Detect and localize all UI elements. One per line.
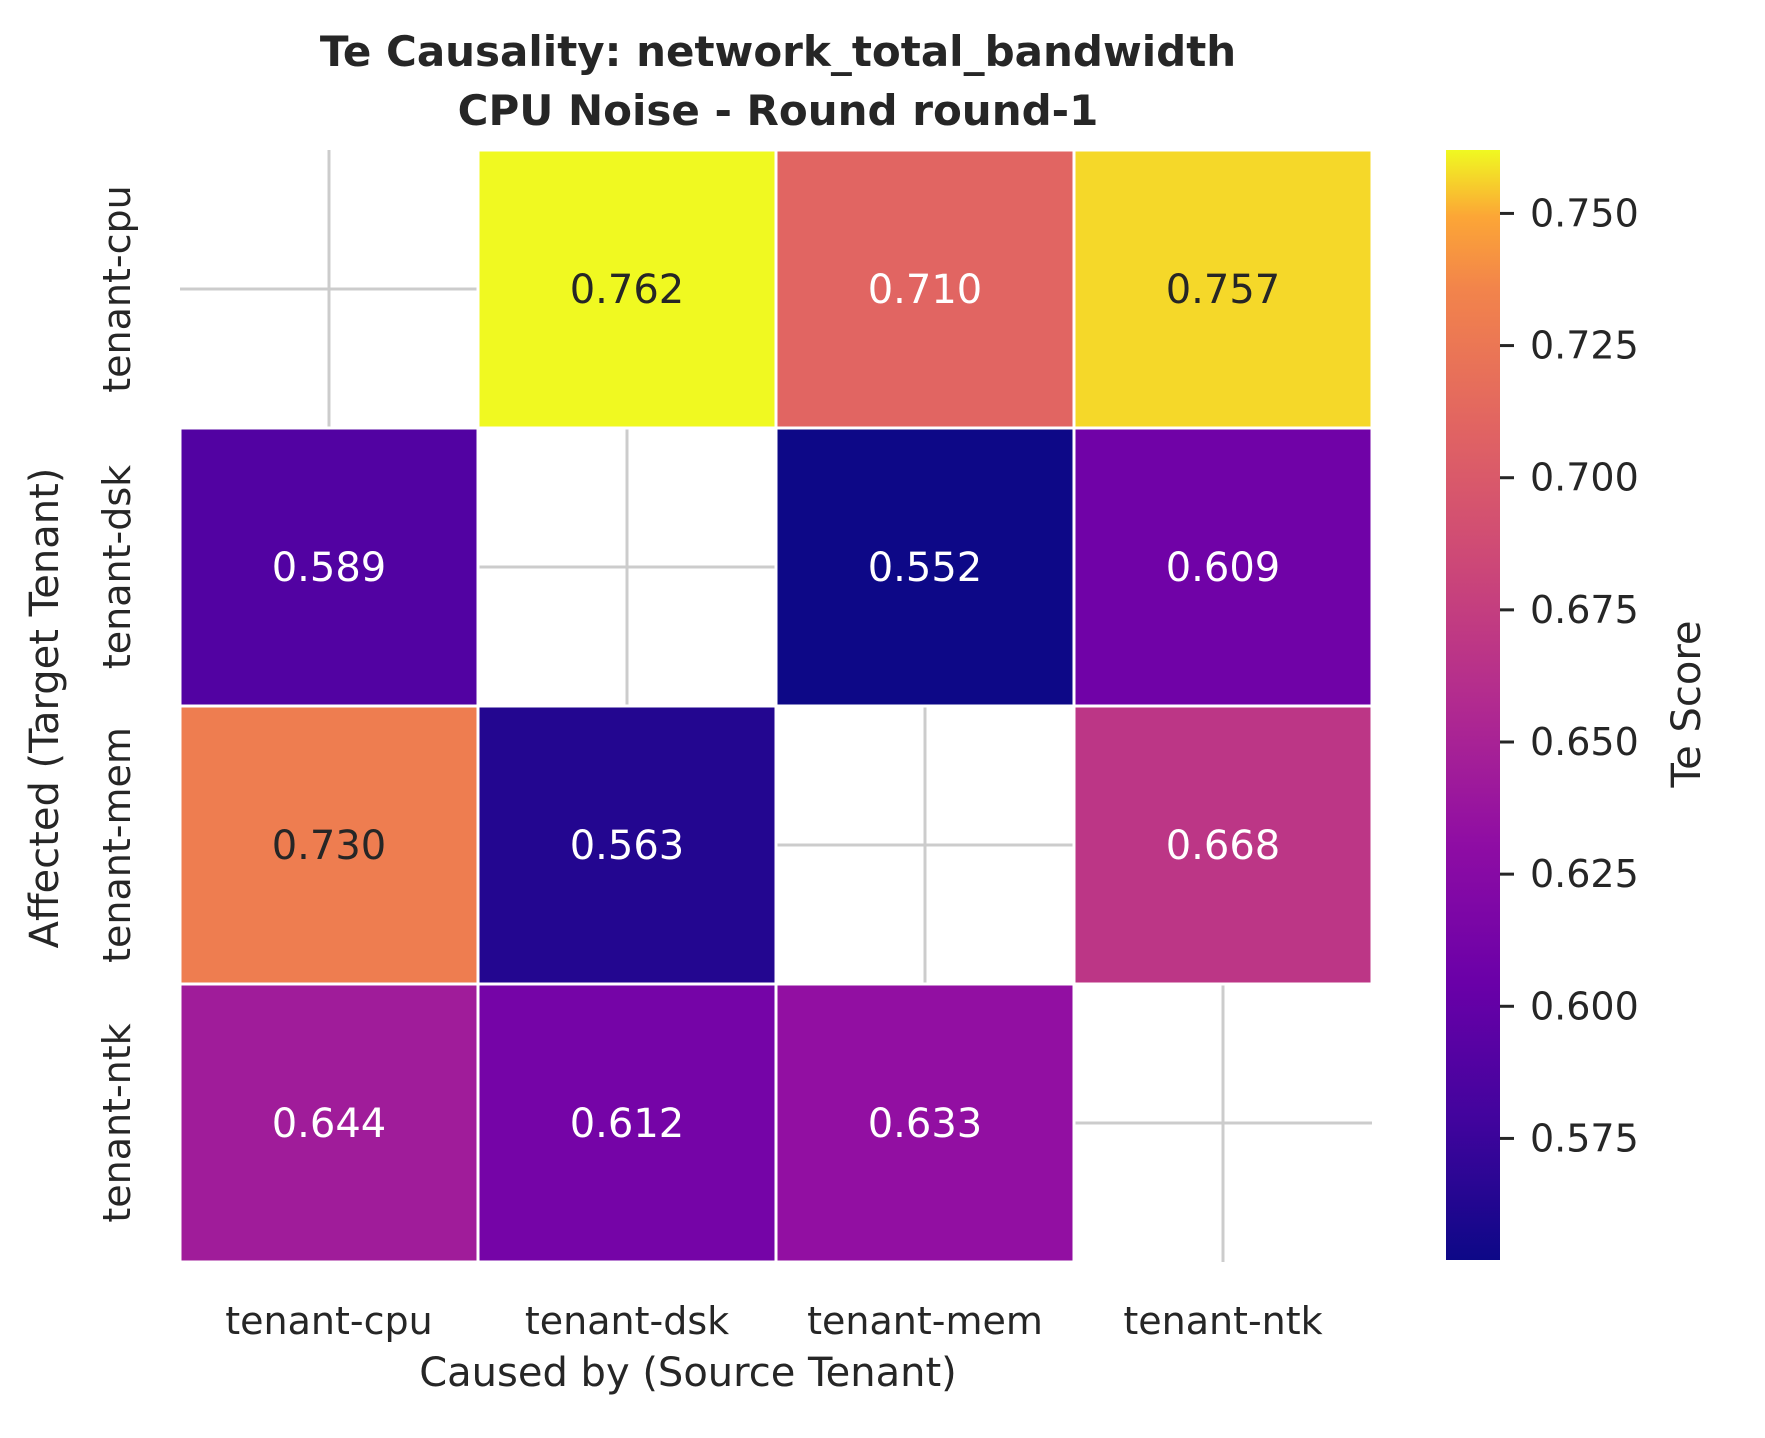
colorbar-tick-label: 0.625 (1530, 852, 1639, 896)
colorbar-tick-label: 0.675 (1530, 588, 1639, 632)
cell-value-label: 0.762 (570, 267, 685, 313)
x-tick-label: tenant-ntk (1123, 1299, 1322, 1343)
cell-value-label: 0.730 (272, 823, 387, 869)
colorbar-tick-label: 0.600 (1530, 984, 1639, 1028)
heatmap-cell (774, 148, 1076, 430)
cell-value-label: 0.633 (868, 1101, 983, 1147)
colorbar-tick-label: 0.650 (1530, 720, 1639, 764)
cell-value-label: 0.589 (272, 545, 387, 591)
heatmap-cell (1072, 426, 1374, 708)
x-axis-label: Caused by (Source Tenant) (419, 1350, 957, 1396)
colorbar-tick-label: 0.700 (1530, 456, 1639, 500)
colorbar-label: Te Score (1664, 621, 1710, 789)
cell-value-label: 0.644 (272, 1101, 387, 1147)
x-tick-labels: tenant-cpu tenant-dsk tenant-mem tenant-ntk (225, 1299, 1322, 1343)
colorbar (1446, 150, 1500, 1260)
y-tick-label: tenant-ntk (95, 1023, 139, 1222)
heatmap-cell (178, 426, 480, 708)
x-tick-label: tenant-cpu (225, 1299, 432, 1343)
heatmap-cell (476, 148, 778, 430)
x-tick-label: tenant-dsk (525, 1299, 729, 1343)
chart-subtitle: CPU Noise - Round round-1 (458, 86, 1099, 135)
y-tick-labels: tenant-cpu tenant-dsk tenant-mem tenant-ntk (95, 185, 139, 1222)
cell-value-label: 0.668 (1166, 823, 1281, 869)
heatmap-cell (774, 982, 1076, 1264)
heatmap-cell (476, 982, 778, 1264)
heatmap-cells: 0.762 0.710 0.757 0.589 0.552 0.609 0.730 0.563… (178, 148, 1374, 1264)
y-tick-label: tenant-dsk (95, 465, 139, 669)
y-tick-label: tenant-mem (95, 727, 139, 963)
x-tick-label: tenant-mem (807, 1299, 1043, 1343)
cell-value-label: 0.757 (1166, 267, 1281, 313)
colorbar-tick-label: 0.725 (1530, 324, 1639, 368)
cell-value-label: 0.552 (868, 545, 983, 591)
heatmap-cell (1072, 704, 1374, 986)
cell-value-label: 0.563 (570, 823, 685, 869)
colorbar-tick-label: 0.575 (1530, 1116, 1639, 1160)
y-tick-label: tenant-cpu (95, 185, 139, 392)
chart-title: Te Causality: network_total_bandwidth (320, 27, 1236, 76)
cell-value-label: 0.612 (570, 1101, 685, 1147)
y-axis-label: Affected (Target Tenant) (22, 468, 68, 949)
heatmap-cell (1072, 148, 1374, 430)
cell-value-label: 0.609 (1166, 545, 1281, 591)
colorbar-ticks: 0.575 0.600 0.625 0.650 0.675 0.700 0.725 0.750 (1500, 191, 1639, 1160)
cell-value-label: 0.710 (868, 267, 983, 313)
heatmap-cell (178, 704, 480, 986)
heatmap-cell (476, 704, 778, 986)
colorbar-tick-label: 0.750 (1530, 191, 1639, 235)
